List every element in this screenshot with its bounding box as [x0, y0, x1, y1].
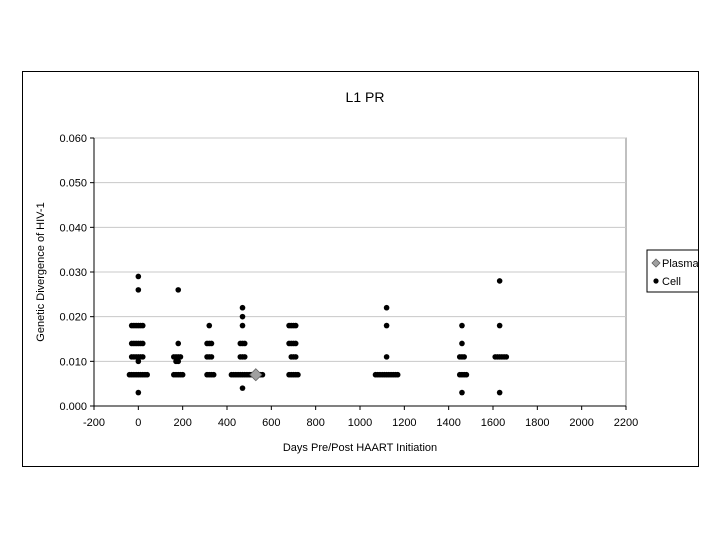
- x-tick-label: 600: [262, 417, 280, 429]
- cell-point: [139, 322, 146, 329]
- x-tick-label: 1800: [525, 417, 549, 429]
- cell-point: [383, 354, 390, 360]
- y-tick-label: 0.030: [59, 267, 87, 279]
- cell-point: [292, 340, 299, 347]
- cell-point: [175, 340, 182, 347]
- x-tick-label: 400: [218, 417, 236, 429]
- cell-point: [135, 358, 142, 365]
- cell-point: [292, 354, 299, 360]
- legend-box: [646, 249, 698, 293]
- plasma-point: [249, 368, 263, 382]
- cell-point: [175, 358, 182, 365]
- axis-ticks: 0.000 0.010 0.020 0.030 0.040 0.050 0.060 -200 0…: [59, 133, 638, 429]
- cell-point: [177, 354, 184, 360]
- legend-plasma-label: Plasma: [662, 258, 698, 270]
- x-tick-label: 800: [306, 417, 324, 429]
- cell-point: [208, 354, 215, 360]
- cell-point: [383, 322, 390, 329]
- cell-point: [241, 340, 248, 347]
- cell-point: [179, 371, 186, 378]
- x-tick-label: 2000: [569, 417, 593, 429]
- cell-point: [461, 354, 467, 360]
- cell-point: [175, 287, 182, 293]
- x-tick-label: 2200: [614, 417, 638, 429]
- cell-point: [383, 304, 390, 311]
- gridlines: [94, 137, 626, 362]
- cell-point: [239, 385, 246, 391]
- x-tick-label: 1400: [436, 417, 460, 429]
- y-tick-label: 0.000: [59, 401, 87, 413]
- cell-point: [144, 371, 150, 378]
- cell-point: [208, 340, 215, 347]
- x-tick-label: 1600: [481, 417, 505, 429]
- legend-cell-marker: [653, 278, 659, 284]
- x-tick-label: 1200: [392, 417, 416, 429]
- cell-point: [206, 322, 213, 329]
- cell-point: [135, 287, 142, 293]
- legend-plasma-marker: [651, 258, 661, 268]
- cell-point: [239, 304, 246, 311]
- cell-point: [496, 322, 503, 329]
- y-tick-label: 0.050: [59, 178, 87, 190]
- cell-point: [135, 273, 142, 280]
- cell-point: [459, 322, 465, 329]
- cell-point: [463, 371, 470, 378]
- cell-point: [503, 354, 510, 360]
- y-axis-label: Genetic Divergence of HIV-1: [35, 202, 47, 341]
- cell-point: [459, 340, 465, 347]
- cell-point: [135, 389, 142, 396]
- chart-frame: L1 PR 0.000 0.010 0.020 0.030 0.040 0.050 0.06…: [22, 71, 699, 467]
- cell-point: [259, 371, 266, 378]
- cell-point: [239, 313, 246, 320]
- cell-point: [239, 322, 246, 329]
- chart-title: L1 PR: [346, 89, 385, 105]
- x-tick-label: 0: [135, 417, 141, 429]
- cell-point: [394, 371, 401, 378]
- legend-cell-label: Cell: [662, 276, 681, 288]
- chart-canvas: L1 PR 0.000 0.010 0.020 0.030 0.040 0.050 0.06…: [35, 89, 698, 454]
- x-tick-label: -200: [83, 417, 105, 429]
- cell-point: [459, 389, 465, 396]
- y-tick-label: 0.060: [59, 133, 87, 145]
- legend: Plasma Cell: [646, 249, 698, 293]
- cell-point: [241, 354, 248, 360]
- cell-point: [496, 278, 503, 284]
- cell-point: [292, 322, 299, 329]
- y-tick-label: 0.020: [59, 312, 87, 324]
- x-tick-label: 200: [173, 417, 191, 429]
- x-axis-label: Days Pre/Post HAART Initiation: [283, 442, 437, 454]
- x-tick-label: 1000: [348, 417, 372, 429]
- y-tick-label: 0.010: [59, 356, 87, 368]
- cell-point: [295, 371, 301, 378]
- cell-point: [139, 354, 146, 360]
- data-points: [126, 273, 510, 396]
- cell-point: [496, 389, 503, 396]
- cell-point: [139, 340, 146, 347]
- y-tick-label: 0.040: [59, 222, 87, 234]
- cell-point: [210, 371, 217, 378]
